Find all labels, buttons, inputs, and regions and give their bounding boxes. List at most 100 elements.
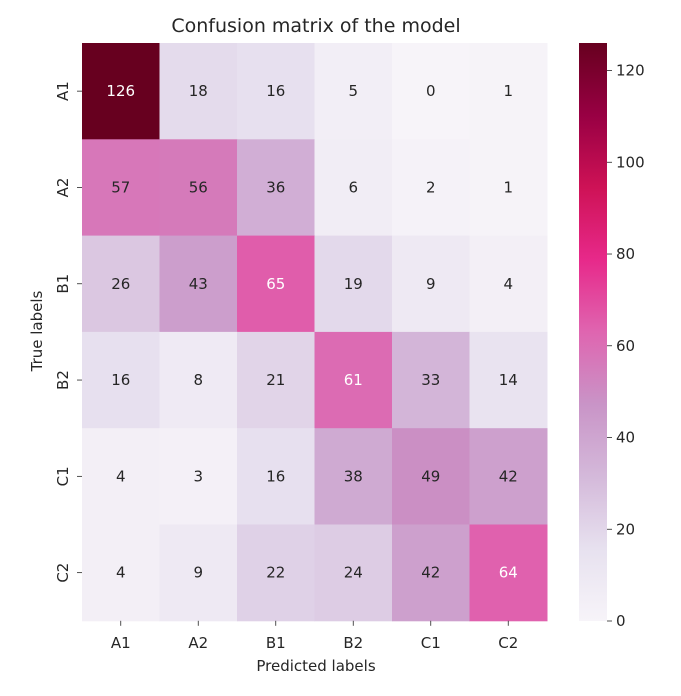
cell-value-label: 33 [421,371,440,389]
heatmap-cell [82,524,160,622]
heatmap-cell [392,428,470,525]
y-tick-label: C2 [54,563,72,583]
cell-value-label: 9 [193,564,203,582]
heatmap-cell [82,331,160,429]
cell-value-label: 49 [421,467,440,485]
heatmap-cell [392,235,470,333]
cell-value-label: 36 [266,178,285,196]
cell-value-label: 24 [344,564,363,582]
cell-value-label: 16 [266,82,285,100]
cell-value-label: 16 [266,467,285,485]
heatmap-cell [237,235,315,333]
heatmap-cell [237,331,315,429]
heatmap-cell [82,235,160,333]
cell-value-label: 56 [189,178,208,196]
cell-value-label: 42 [499,467,518,485]
colorbar-tick-label: 20 [616,520,635,538]
heatmap-cell [82,139,160,237]
heatmap-cell [159,428,238,525]
heatmap-cell [159,331,238,429]
heatmap-cell [237,524,315,622]
x-tick-label: A2 [188,634,208,652]
x-tick-label: B1 [266,634,286,652]
cell-value-label: 26 [111,275,130,293]
cell-value-label: 22 [266,564,285,582]
cell-value-label: 5 [348,82,358,100]
cell-value-label: 4 [116,564,126,582]
heatmap-cell [392,139,470,237]
cell-value-label: 9 [426,275,436,293]
y-tick-label: A2 [54,178,72,198]
cell-value-label: 1 [503,178,513,196]
colorbar-tick-label: 40 [616,429,635,447]
y-tick-labels: A1 A2 B1 B2 C1 C2 [54,81,82,583]
y-axis-label: True labels [28,290,46,372]
x-tick-label: B2 [343,634,363,652]
heatmap-cell [237,428,315,525]
cell-value-label: 1 [503,82,513,100]
cell-value-label: 43 [189,275,208,293]
heatmap-cell [314,235,393,333]
heatmap-cell [314,428,393,525]
cell-value-label: 42 [421,564,440,582]
heatmap-cell [469,139,548,237]
colorbar-ticks: 0 20 40 60 80 100 120 [607,62,645,630]
cell-value-label: 14 [499,371,518,389]
cell-value-label: 2 [426,178,436,196]
heatmap-cell [159,139,238,237]
cell-value-label: 38 [344,467,363,485]
heatmap-cell [314,524,393,622]
chart-title: Confusion matrix of the model [171,15,460,37]
cell-value-label: 4 [503,275,513,293]
colorbar-tick-label: 60 [616,337,635,355]
heatmap-cell [159,235,238,333]
heatmap-cell [159,43,238,140]
cell-value-label: 61 [344,371,363,389]
cell-value-label: 57 [111,178,130,196]
heatmap-cell [392,524,470,622]
heatmap-cell [469,235,548,333]
cell-value-label: 21 [266,371,285,389]
x-axis-label: Predicted labels [256,657,375,675]
heatmap-cells: 126 18 16 5 0 157 56 36 6 2 126 43 65 19 9 416 8 21 61 33 14… [82,43,548,622]
cell-value-label: 64 [499,564,518,582]
colorbar-tick-label: 80 [616,245,635,263]
y-tick-label: C1 [54,466,72,486]
x-tick-label: A1 [111,634,131,652]
heatmap-cell [469,331,548,429]
colorbar-tick-label: 100 [616,153,645,171]
y-tick-label: A1 [54,81,72,101]
cell-value-label: 0 [426,82,436,100]
heatmap-cell [314,139,393,237]
cell-value-label: 4 [116,467,126,485]
cell-value-label: 8 [193,371,203,389]
heatmap-cell [314,331,393,429]
cell-value-label: 19 [344,275,363,293]
heatmap-cell [82,43,160,140]
cell-value-label: 65 [266,275,285,293]
x-tick-labels: A1 A2 B1 B2 C1 C2 [111,620,518,652]
heatmap-cell [159,524,238,622]
heatmap-cell [469,43,548,140]
x-tick-label: C2 [498,634,518,652]
heatmap-cell [314,43,393,140]
heatmap-cell [237,139,315,237]
y-tick-label: B2 [54,370,72,390]
colorbar [579,43,607,621]
colorbar-tick-label: 0 [616,612,626,630]
heatmap-cell [392,43,470,140]
x-tick-label: C1 [421,634,441,652]
cell-value-label: 3 [193,467,203,485]
cell-value-label: 16 [111,371,130,389]
colorbar-tick-label: 120 [616,62,645,80]
heatmap-cell [469,524,548,622]
cell-value-label: 18 [189,82,208,100]
y-tick-label: B1 [54,274,72,294]
heatmap-cell [82,428,160,525]
cell-value-label: 6 [348,178,358,196]
heatmap-cell [392,331,470,429]
heatmap-cell [237,43,315,140]
heatmap-cell [469,428,548,525]
cell-value-label: 126 [106,82,135,100]
